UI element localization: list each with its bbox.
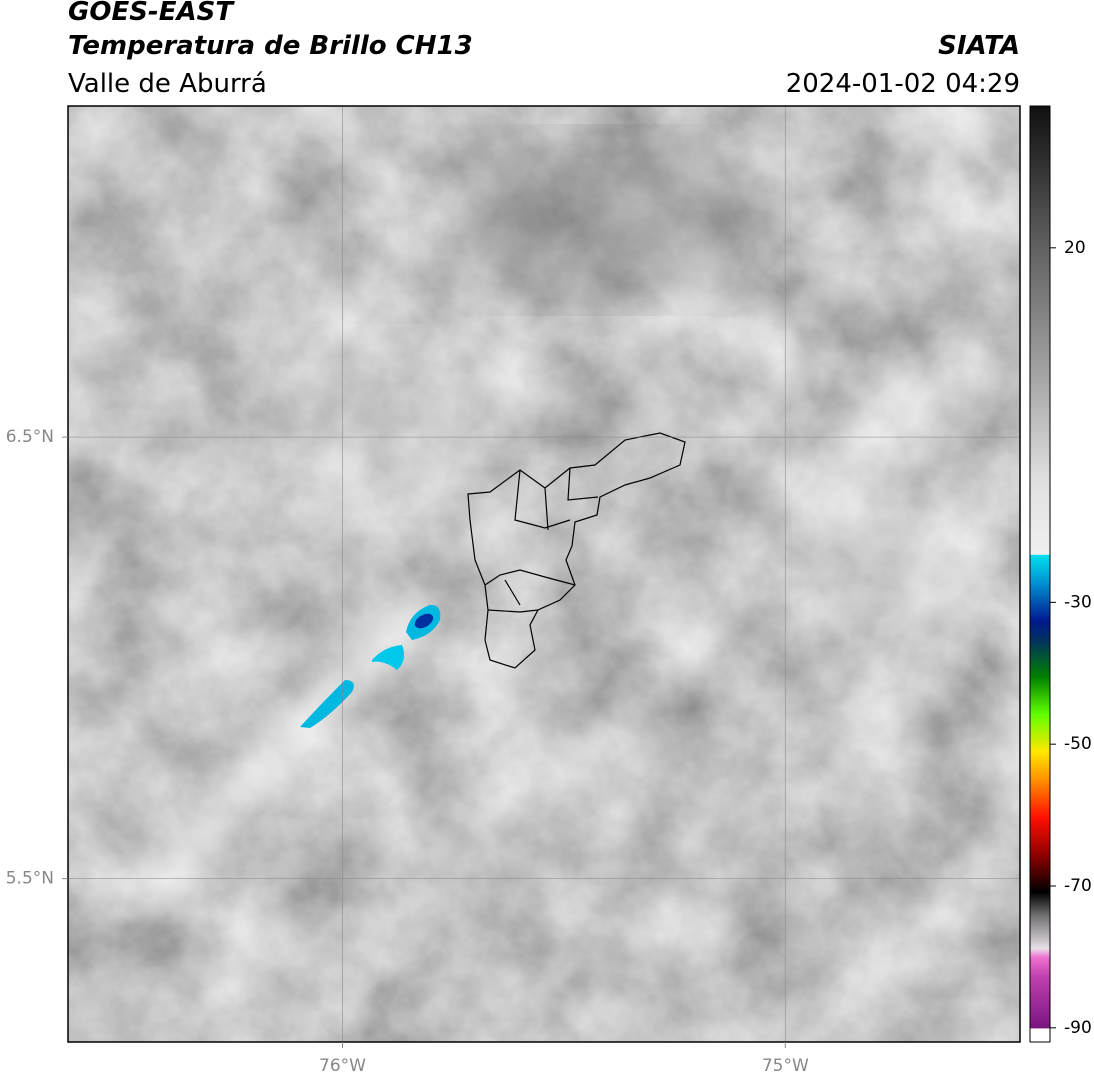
colorbar-tick-label: 20 bbox=[1064, 238, 1086, 258]
light-area bbox=[810, 380, 990, 660]
datetime: 2024-01-02 04:29 bbox=[786, 69, 1020, 99]
source: SIATA bbox=[938, 31, 1020, 61]
map-frame bbox=[67, 105, 1021, 1043]
x-tick-label: 76°W bbox=[319, 1056, 366, 1076]
cold-cloud bbox=[372, 645, 405, 670]
colorbar-tick-label: -50 bbox=[1064, 734, 1092, 754]
cold-core bbox=[414, 613, 434, 629]
title: GOES-EAST bbox=[68, 0, 235, 27]
cold-cloud bbox=[300, 680, 354, 728]
subtitle: Temperatura de Brillo CH13 bbox=[68, 31, 473, 61]
colorbar-tick-label: -90 bbox=[1064, 1018, 1092, 1038]
y-tick-label: 5.5°N bbox=[6, 869, 54, 889]
dark-area bbox=[440, 140, 760, 300]
x-tick-label: 75°W bbox=[762, 1056, 809, 1076]
cold-band bbox=[134, 585, 445, 913]
colorbar-tick-label: -30 bbox=[1064, 592, 1092, 612]
colorbar bbox=[1029, 105, 1051, 1043]
region: Valle de Aburrá bbox=[68, 69, 267, 99]
municipal-boundaries bbox=[467, 432, 686, 669]
y-tick-label: 6.5°N bbox=[6, 427, 54, 447]
colorbar-tick-label: -70 bbox=[1064, 876, 1092, 896]
map bbox=[68, 106, 1020, 1042]
light-area bbox=[260, 340, 500, 500]
